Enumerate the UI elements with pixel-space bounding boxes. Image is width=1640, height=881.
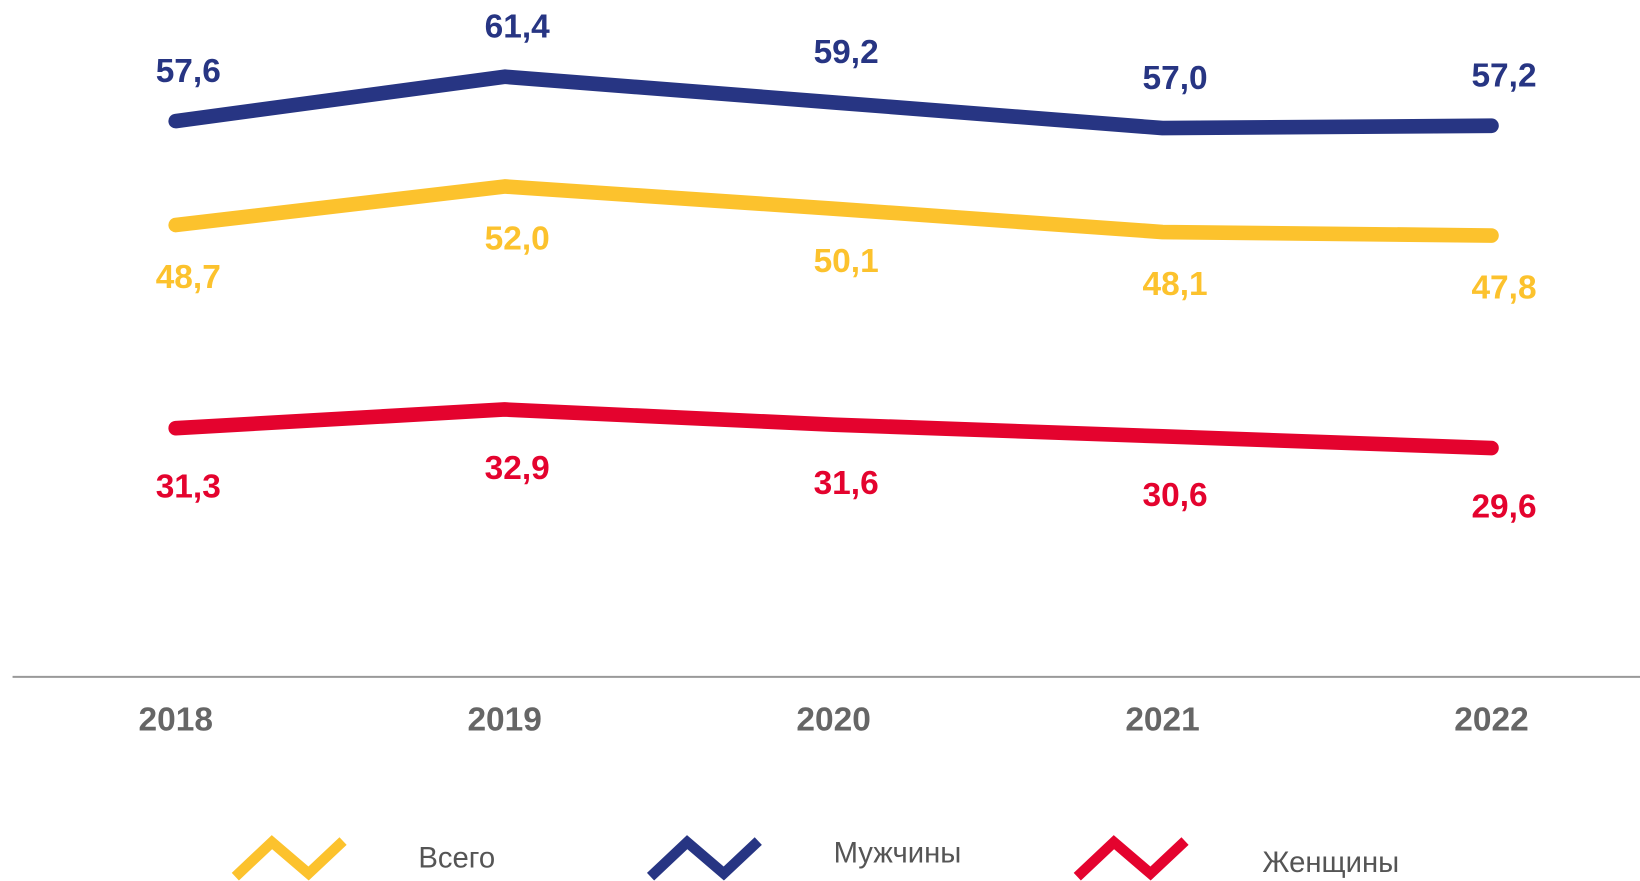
legend-icon [1073,835,1189,881]
legend-label: Всего [418,842,495,875]
data-label: 29,6 [1471,489,1536,526]
data-label: 57,6 [156,53,221,90]
data-label: 47,8 [1471,270,1536,307]
series-line [168,179,1499,243]
data-label: 61,4 [485,8,551,45]
x-tick-label: 2018 [139,702,213,739]
data-label: 30,6 [1143,477,1208,514]
legend-label: Мужчины [834,836,962,869]
data-label: 59,2 [814,34,879,71]
x-tick-label: 2022 [1454,702,1528,739]
data-label: 57,0 [1143,60,1208,97]
data-label: 31,3 [156,469,221,506]
x-tick-label: 2019 [467,702,541,739]
legend-icon [646,835,762,881]
data-label: 48,7 [156,259,221,296]
data-label: 31,6 [814,465,879,502]
data-label: 32,9 [485,450,550,487]
series-line [168,402,1499,456]
data-label: 57,2 [1471,57,1536,94]
legend-icon [231,835,347,881]
x-tick-label: 2021 [1125,702,1199,739]
data-label: 48,1 [1143,266,1208,303]
data-label: 50,1 [814,243,879,280]
data-label: 52,0 [485,221,550,258]
legend-label: Женщины [1262,846,1399,879]
x-tick-label: 2020 [796,702,870,739]
series-line [168,69,1499,136]
